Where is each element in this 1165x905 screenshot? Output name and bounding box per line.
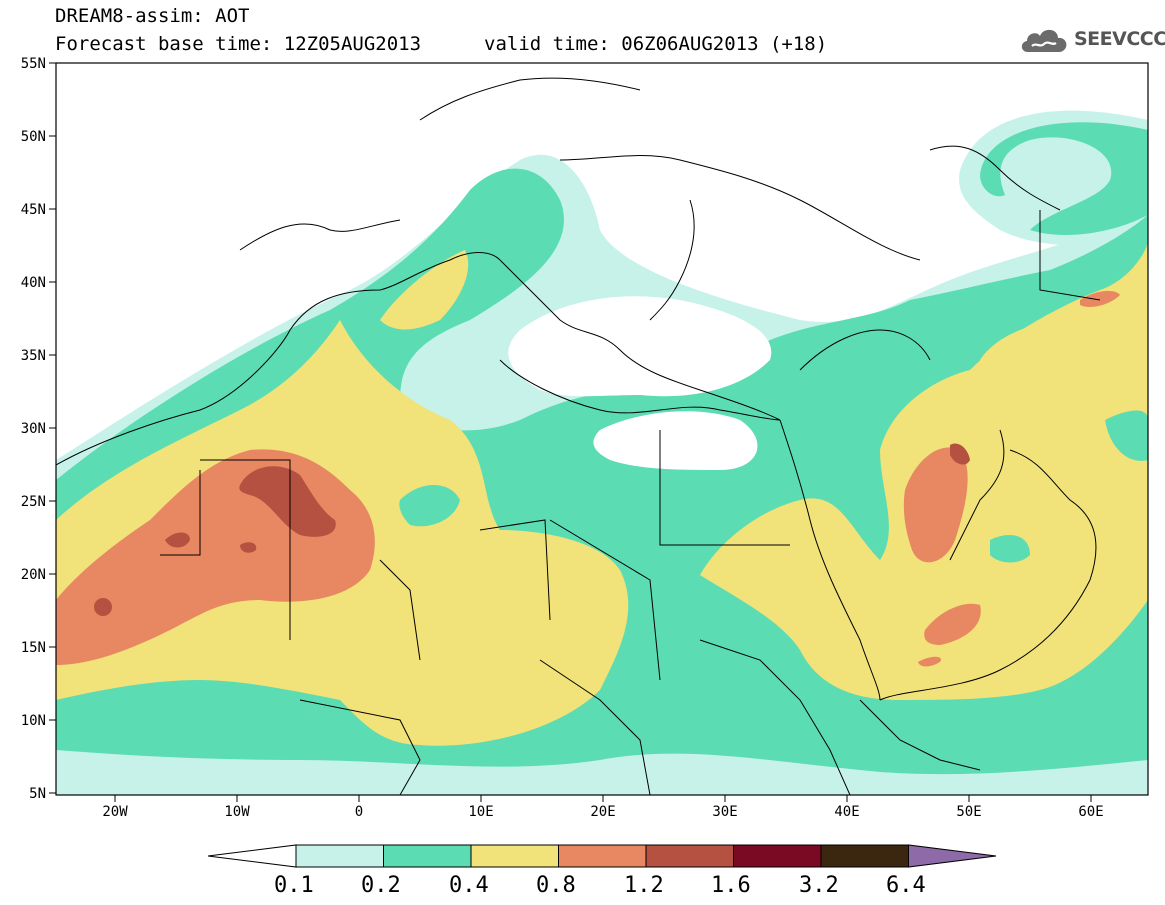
lat-label: 35N <box>21 348 46 364</box>
lon-label: 10E <box>468 804 493 820</box>
lon-label: 40E <box>834 804 859 820</box>
colorbar-low-arrow <box>207 844 297 868</box>
colorbar-swatch <box>645 844 734 868</box>
lon-label: 30E <box>712 804 737 820</box>
colorbar-swatch <box>733 844 822 868</box>
lon-labels: 20W 10W 0 10E 20E 30E 40E 50E 60E <box>102 804 1103 820</box>
valid-time: valid time: 06Z06AUG2013 (+18) <box>484 33 828 55</box>
cloud-icon <box>1021 29 1067 52</box>
lat-labels: 55N 50N 45N 40N 35N 30N 25N 20N 15N 10N … <box>21 56 46 802</box>
lon-label: 10W <box>224 804 250 820</box>
seevccc-logo: SEEVCCC <box>1018 24 1165 56</box>
map-title: DREAM8-assim: AOT <box>55 5 250 27</box>
colorbar-label: 0.2 <box>361 873 401 898</box>
colorbar-label: 0.8 <box>536 873 576 898</box>
forecast-base-time: Forecast base time: 12Z05AUG2013 <box>55 33 422 55</box>
lat-label: 25N <box>21 494 46 510</box>
lon-label: 20W <box>102 804 128 820</box>
lat-label: 15N <box>21 640 46 656</box>
lat-label: 55N <box>21 56 46 72</box>
axis-ticks <box>49 62 1092 802</box>
lon-label: 20E <box>590 804 615 820</box>
logo-text: SEEVCCC <box>1074 28 1165 50</box>
lat-label: 40N <box>21 275 46 291</box>
lat-label: 5N <box>29 786 46 802</box>
colorbar-swatch <box>558 844 647 868</box>
colorbar-label: 6.4 <box>886 873 926 898</box>
colorbar-label: 0.4 <box>449 873 489 898</box>
colorbar-high-arrow <box>908 844 997 868</box>
colorbar-label: 1.2 <box>624 873 664 898</box>
aot-fields <box>56 63 1148 795</box>
colorbar-swatch <box>295 844 384 868</box>
colorbar-label: 3.2 <box>799 873 839 898</box>
lat-label: 20N <box>21 567 46 583</box>
lat-label: 30N <box>21 421 46 437</box>
colorbar-swatch <box>383 844 472 868</box>
lat-label: 45N <box>21 202 46 218</box>
lat-label: 10N <box>21 713 46 729</box>
aot-level-0.2-patches <box>399 410 1148 563</box>
lon-label: 60E <box>1078 804 1103 820</box>
aot-level-1.2 <box>94 443 970 616</box>
colorbar-label: 1.6 <box>711 873 751 898</box>
colorbar-swatch <box>470 844 559 868</box>
lon-label: 50E <box>956 804 981 820</box>
aot-clear-areas <box>508 296 772 470</box>
coastlines-borders <box>56 77 1101 795</box>
colorbar-label: 0.1 <box>274 873 314 898</box>
colorbar <box>207 844 997 868</box>
lon-label: 0 <box>355 804 363 820</box>
lat-label: 50N <box>21 129 46 145</box>
plot-frame <box>55 62 1149 796</box>
colorbar-swatch <box>820 844 909 868</box>
